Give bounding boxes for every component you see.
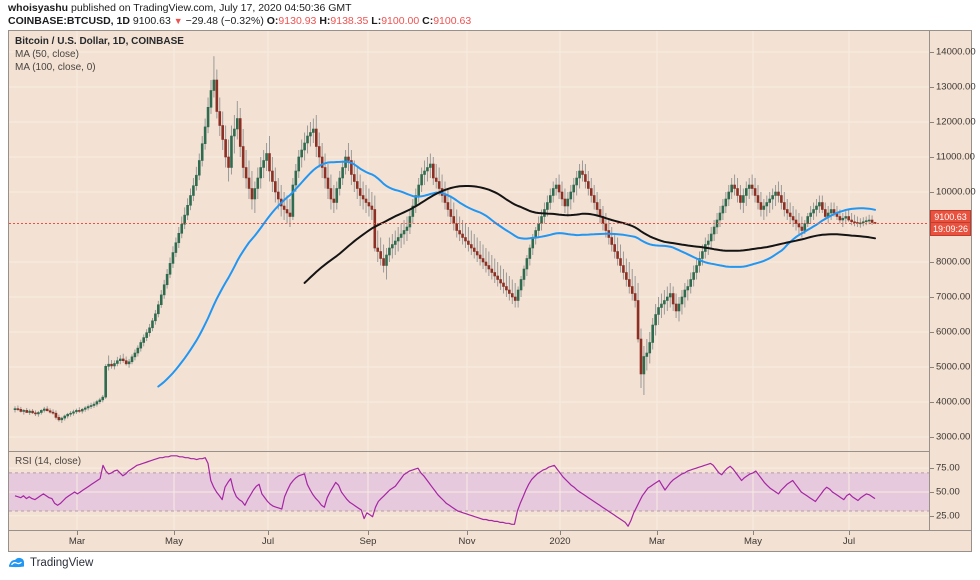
- rsi-tick-label: 25.00: [936, 510, 960, 522]
- rsi-pane[interactable]: RSI (14, close): [9, 452, 929, 530]
- time-tick-mark: [753, 531, 754, 535]
- price-tick-mark: [930, 367, 934, 368]
- time-tick-mark: [174, 531, 175, 535]
- close-label: C:: [422, 15, 434, 27]
- chart-frame[interactable]: Bitcoin / U.S. Dollar, 1D, COINBASE MA (…: [8, 30, 976, 552]
- author-name: whoisyashu: [8, 2, 69, 14]
- price-chart-svg[interactable]: [9, 31, 929, 451]
- pane-divider: [9, 451, 971, 452]
- time-tick-label: 2020: [549, 536, 571, 547]
- symbol-label: COINBASE:BTCUSD, 1D: [8, 15, 130, 27]
- tradingview-logo-icon: [8, 556, 25, 569]
- rsi-tick-mark: [930, 468, 934, 470]
- change-down-icon: ▼: [173, 16, 183, 26]
- time-tick-mark: [368, 531, 369, 535]
- price-tick-mark: [930, 332, 934, 333]
- open-value: 9130.93: [278, 15, 317, 27]
- price-pane[interactable]: Bitcoin / U.S. Dollar, 1D, COINBASE MA (…: [9, 31, 929, 451]
- open-label: O:: [266, 15, 279, 27]
- price-tick-mark: [930, 192, 934, 193]
- price-tick-mark: [930, 157, 934, 158]
- chart-legend: Bitcoin / U.S. Dollar, 1D, COINBASE MA (…: [15, 35, 184, 74]
- time-tick-label: May: [744, 536, 762, 547]
- price-tick-label: 12000.00: [936, 116, 976, 128]
- time-tick-label: Mar: [648, 536, 666, 547]
- time-tick-mark: [77, 531, 78, 535]
- price-tick-label: 14000.00: [936, 46, 976, 58]
- rsi-chart-svg[interactable]: [9, 452, 929, 530]
- price-change: −29.48 (−0.32%): [185, 15, 264, 27]
- rsi-legend: RSI (14, close): [15, 456, 82, 467]
- header-quote-line: COINBASE:BTCUSD, 1D 9100.63 ▼ −29.48 (−0…: [8, 15, 908, 28]
- high-value: 9138.35: [330, 15, 369, 27]
- legend-ma100: MA (100, close, 0): [15, 62, 96, 73]
- close-value: 9100.63: [433, 15, 472, 27]
- time-tick-label: May: [165, 536, 183, 547]
- time-tick-mark: [268, 531, 269, 535]
- time-tick-mark: [560, 531, 561, 535]
- time-tick-label: Sep: [359, 536, 377, 547]
- time-tick-mark: [467, 531, 468, 535]
- tradingview-brand-label: TradingView: [30, 556, 94, 569]
- low-value: 9100.00: [381, 15, 420, 27]
- price-tick-mark: [930, 402, 934, 403]
- price-tick-label: 4000.00: [936, 396, 971, 408]
- price-tick-label: 7000.00: [936, 291, 971, 303]
- current-price-value: 9100.63: [930, 210, 971, 224]
- time-tick-label: Nov: [458, 536, 476, 547]
- price-tick-label: 6000.00: [936, 326, 971, 338]
- time-tick-label: Mar: [68, 536, 86, 547]
- rsi-tick-mark: [930, 491, 934, 493]
- price-axis[interactable]: 14000.00 13000.00 12000.00 11000.00 10000.00…: [930, 31, 976, 530]
- price-tick-mark: [930, 262, 934, 263]
- price-axis-divider: [929, 31, 930, 551]
- price-tick-label: 8000.00: [936, 256, 971, 268]
- bar-countdown-value: 19:09:26: [930, 223, 971, 237]
- price-tick-label: 3000.00: [936, 431, 971, 443]
- time-axis-divider: [9, 530, 971, 531]
- last-price: 9100.63: [132, 15, 171, 27]
- price-tick-mark: [930, 122, 934, 123]
- footer: TradingView: [8, 556, 93, 569]
- time-tick-mark: [657, 531, 658, 535]
- price-tick-mark: [930, 297, 934, 298]
- legend-symbol-title: Bitcoin / U.S. Dollar, 1D, COINBASE: [15, 36, 184, 47]
- time-tick-label: Jul: [261, 536, 275, 547]
- time-axis[interactable]: Mar May Jul Sep Nov 2020 Mar May Jul: [9, 531, 971, 551]
- rsi-tick-label: 75.00: [936, 462, 960, 474]
- rsi-tick-label: 50.00: [936, 486, 960, 498]
- high-label: H:: [319, 15, 331, 27]
- publish-info: published on TradingView.com, July 17, 2…: [71, 2, 352, 14]
- time-tick-mark: [849, 531, 850, 535]
- legend-ma50: MA (50, close): [15, 49, 79, 60]
- price-tick-label: 5000.00: [936, 361, 971, 373]
- current-price-badge[interactable]: 9100.63 19:09:26: [930, 210, 971, 237]
- low-label: L:: [371, 15, 382, 27]
- rsi-tick-mark: [930, 515, 934, 517]
- header-publish-line: whoisyashu published on TradingView.com,…: [8, 2, 908, 15]
- price-tick-mark: [930, 437, 934, 438]
- header: whoisyashu published on TradingView.com,…: [8, 2, 908, 28]
- price-tick-label: 13000.00: [936, 81, 976, 93]
- price-tick-label: 11000.00: [936, 151, 975, 163]
- price-tick-mark: [930, 52, 934, 53]
- price-tick-label: 10000.00: [936, 186, 976, 198]
- time-tick-label: Jul: [842, 536, 856, 547]
- price-tick-mark: [930, 87, 934, 88]
